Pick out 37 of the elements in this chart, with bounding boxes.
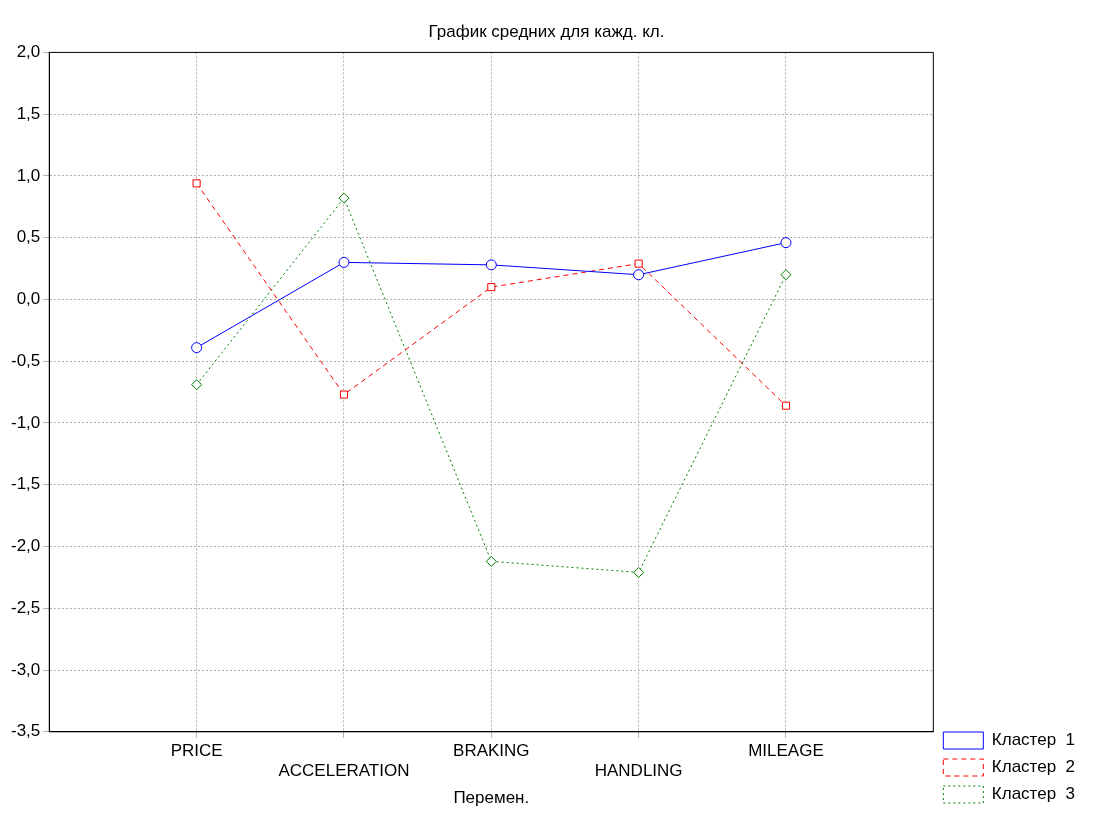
x-tick-label: MILEAGE	[748, 740, 824, 760]
point	[634, 259, 643, 268]
y-tick-label: 1,0	[16, 165, 41, 185]
legend-label: Кластер 1	[991, 730, 1076, 750]
x-tick-label: BRAKING	[453, 740, 530, 760]
y-tick-label: -0,5	[11, 350, 41, 370]
point	[338, 192, 350, 204]
y-tick-label: -3,0	[11, 659, 41, 679]
point	[781, 401, 791, 410]
point	[339, 390, 348, 399]
point	[191, 379, 203, 391]
chart-title: График средних для кажд. кл.	[428, 21, 665, 41]
y-tick-label: 0,0	[16, 289, 41, 309]
y-tick-label: -2,0	[11, 536, 41, 556]
point	[633, 566, 645, 578]
y-tick-label: -3,5	[11, 721, 41, 741]
y-tick-label: -2,5	[11, 597, 41, 617]
x-tick-label: PRICE	[170, 740, 223, 760]
point	[780, 269, 792, 281]
x-tick-label: HANDLING	[594, 761, 683, 781]
point	[485, 259, 497, 271]
x-tick-label: ACCELERATION	[278, 761, 410, 781]
x-axis-title: Перемен.	[453, 788, 530, 808]
point	[338, 256, 350, 268]
point	[780, 237, 792, 249]
point	[192, 179, 201, 188]
point	[487, 283, 496, 292]
point	[191, 342, 203, 354]
legend-label: Кластер 2	[991, 757, 1076, 777]
y-tick-label: 2,0	[16, 42, 41, 62]
point	[633, 269, 645, 281]
legend-label: Кластер 3	[991, 784, 1076, 804]
y-tick-label: 0,5	[16, 227, 41, 247]
y-tick-label: -1,0	[11, 412, 41, 432]
y-tick-label: -1,5	[11, 474, 41, 494]
y-tick-label: 1,5	[16, 103, 41, 123]
point	[485, 555, 497, 567]
